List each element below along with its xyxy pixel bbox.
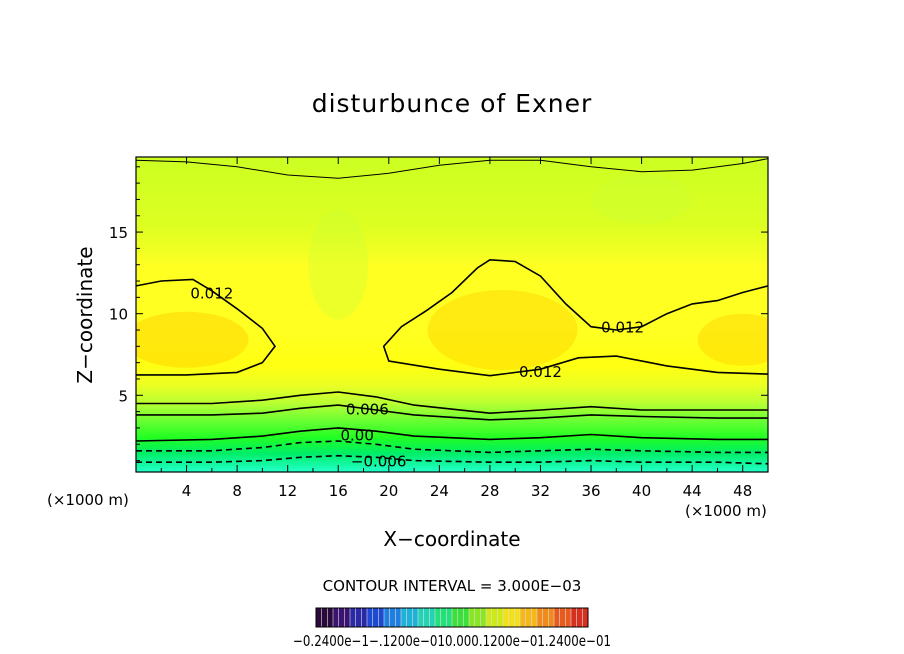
contour-label: 0.012 [190,284,233,302]
y-tick-label: 10 [109,306,128,324]
contour-line [136,391,768,415]
colorbar-swatch [418,608,424,627]
contour-line [382,258,768,377]
contour-line [136,404,768,421]
colorbar-swatch [463,608,469,627]
x-tick-label: 20 [379,482,398,500]
colorbar-swatch [525,608,532,627]
colorbar-swatch [344,608,350,627]
colorbar-swatch [372,608,379,627]
x-tick-label: 40 [632,482,651,500]
y-tick-label: 5 [118,387,128,405]
colorbar-swatch [554,608,560,627]
contour-label: 0.006 [346,400,389,418]
colorbar-swatch [474,608,481,627]
colorbar-swatch [412,608,418,627]
contour-label: 0.00 [340,426,373,444]
contour-line [136,427,768,442]
colorbar-swatch [576,608,583,627]
colorbar-swatch [497,608,503,627]
colorbar-swatch [321,608,328,627]
x-tick-label: 12 [278,482,297,500]
x-tick-label: 28 [480,482,499,500]
x-tick-label: 16 [329,482,348,500]
x-tick-label: 8 [232,482,242,500]
colorbar-swatch [333,608,339,627]
x-unit-right: (×1000 m) [685,502,767,520]
colorbar-swatch [520,608,526,627]
colorbar-swatch [548,608,554,627]
high-region-fill [427,290,578,371]
x-tick-label: 48 [733,482,752,500]
colorbar-swatch [395,608,401,627]
colorbar-swatch [486,608,492,627]
x-tick-label: 36 [581,482,600,500]
colorbar-swatch [316,608,322,627]
colorbar-swatch [440,608,447,627]
colorbar-frame [315,607,589,628]
low-region-fill [308,209,369,320]
colorbar-swatch [361,608,367,627]
colorbar-swatch [378,608,384,627]
colorbar-swatch [350,608,356,627]
y-tick-label: 15 [109,224,128,242]
colorbar-swatch [367,608,373,627]
colorbar-swatch [542,608,549,627]
colorbar-swatch [514,608,520,627]
colorbar-swatch [457,608,464,627]
x-tick-label: 4 [182,482,192,500]
colorbar-swatch [503,608,509,627]
colorbar-swatch [446,608,452,627]
colorbar-swatch [406,608,413,627]
colorbar-swatch [338,608,345,627]
colorbar-swatch [389,608,396,627]
colorbar-swatch [435,608,441,627]
contour-label: −0.006 [351,453,407,471]
x-axis-label: X−coordinate [383,527,520,551]
colorbar-swatch [384,608,390,627]
colorbar-swatch [452,608,458,627]
colorbar-swatch [565,608,571,627]
contour-interval-text: CONTOUR INTERVAL = 3.000E−03 [323,577,582,595]
colorbar-swatch [401,608,407,627]
colorbar-swatch [355,608,362,627]
colorbar-swatch [582,608,588,627]
colorbar-tick-labels: −0.2400e−1−.1200e−010.000.1200e−01.2400e… [293,632,611,650]
high-region-fill [136,311,249,368]
colorbar-swatch [508,608,515,627]
x-tick-label: 24 [430,482,449,500]
colorbar-swatch [480,608,486,627]
contour-label: 0.012 [519,363,562,381]
high-region-fill [697,313,768,366]
plot-area [136,157,768,472]
x-tick-label: 32 [531,482,550,500]
plot-frame [135,156,769,473]
contour-label: 0.012 [601,319,644,337]
colorbar-swatch [537,608,543,627]
low-region-fill [591,174,692,225]
colorbar-swatch [327,608,333,627]
contour-line [136,278,276,376]
chart-title: disturbunce of Exner [312,89,593,118]
x-tick-label: 44 [683,482,702,500]
colorbar-swatch [559,608,566,627]
x-unit-left: (×1000 m) [47,491,129,509]
colorbar-swatch [469,608,475,627]
colorbar-swatch [491,608,498,627]
colorbar-swatch [571,608,577,627]
colorbar-swatch [531,608,537,627]
y-axis-label: Z−coordinate [73,246,97,383]
contour-line [136,158,768,179]
colorbar-swatch [429,608,435,627]
colorbar-swatch [423,608,430,627]
colorbar [315,607,589,628]
